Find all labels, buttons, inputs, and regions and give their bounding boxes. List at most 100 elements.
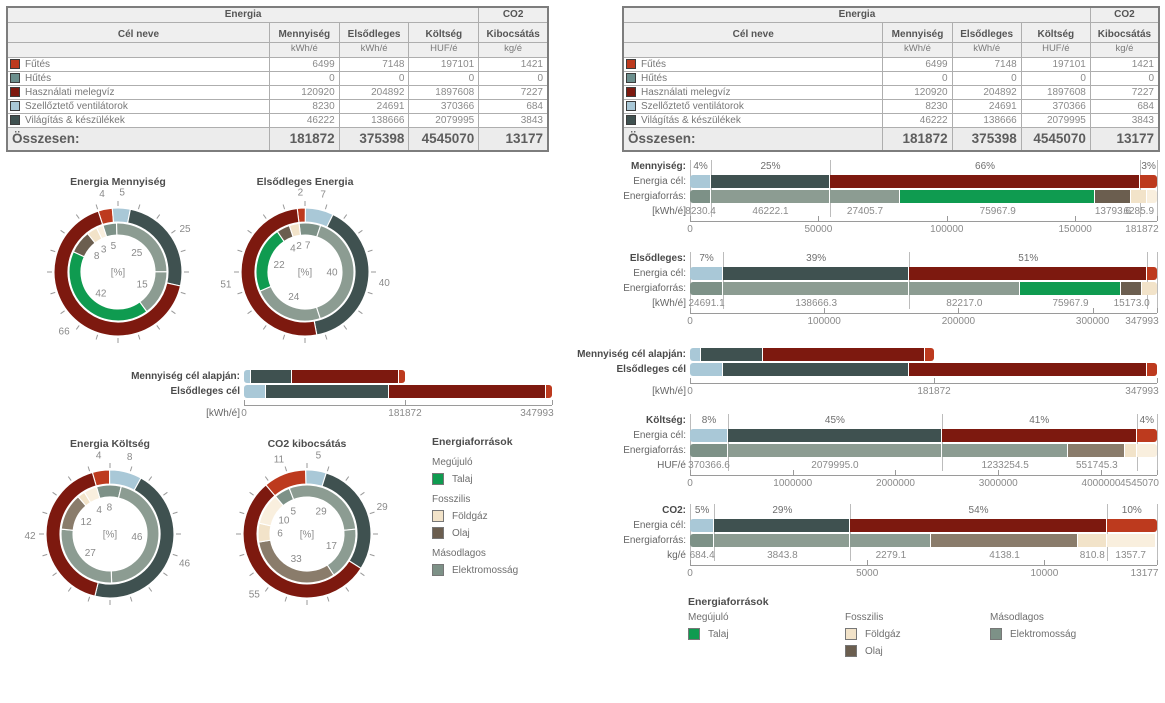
- source-row-label: Energiaforrás:: [623, 283, 686, 294]
- source-ring-segment: [83, 486, 101, 504]
- category-color-swatch: [10, 100, 20, 111]
- stacked-bar: [244, 385, 552, 398]
- value-label: 3843.8: [767, 550, 798, 561]
- gauge-tick: [172, 511, 178, 515]
- segment-divider: [1147, 252, 1149, 309]
- bar-segment: [1136, 444, 1157, 457]
- row-name-cell: Világítás & készülékek: [622, 112, 884, 128]
- gauge-tick: [345, 587, 350, 592]
- axis-tick: [1157, 308, 1158, 313]
- gauge-tick: [326, 466, 330, 472]
- legend-item: Elektromosság: [990, 628, 1076, 640]
- chart-pair-right: Mennyiség cél alapján: Elsődleges cél [kWh…: [576, 346, 1159, 402]
- gauge-tick: [172, 553, 178, 557]
- source-row-label: Energiaforrás:: [623, 445, 686, 456]
- gauge-tick: [284, 596, 288, 602]
- bar-segment: [909, 363, 1148, 376]
- row-value-cell: 197101: [1020, 56, 1091, 72]
- row-value-cell: 0: [1089, 70, 1160, 86]
- axis-tick: [1092, 308, 1094, 313]
- table-row: Fűtés 6499 7148 197101 1421: [622, 56, 1160, 72]
- center-unit-label: [%]: [300, 530, 315, 541]
- gauge-tick: [326, 596, 330, 602]
- axis-line: [690, 221, 1157, 222]
- value-label: 1233254.5: [981, 460, 1029, 471]
- legend-title: Energiaforrások: [432, 436, 513, 448]
- legend-item-label: Elektromosság: [1010, 628, 1077, 640]
- legend-group-label: Másodlagos: [432, 548, 486, 559]
- gauge-tick: [50, 249, 56, 253]
- gauge-tick: [129, 466, 133, 472]
- gauge-tick: [282, 334, 286, 340]
- axis-unit-label: [kWh/é]: [652, 298, 686, 309]
- purpose-ring-label: 4: [99, 189, 105, 200]
- gauge-tick: [171, 310, 176, 315]
- source-ring-label: 33: [291, 554, 303, 565]
- col-header-name: Cél neve: [622, 21, 884, 43]
- source-ring-label: 46: [131, 532, 143, 543]
- axis-tick-label: 13177: [1130, 568, 1159, 579]
- source-ring-label: 29: [316, 507, 328, 518]
- percent-label: 29%: [772, 505, 793, 516]
- axis-tick-label: 0: [687, 224, 693, 235]
- purpose-ring-label: 2: [298, 188, 304, 199]
- source-ring-label: 25: [131, 248, 143, 259]
- table-group-co2: CO2: [478, 6, 549, 23]
- row-name-cell: Hűtés: [622, 70, 884, 86]
- row-value-cell: 197101: [408, 56, 480, 72]
- gauge-tick: [156, 325, 161, 330]
- gauge-tick: [137, 334, 141, 340]
- percent-label: 4%: [1139, 415, 1155, 426]
- gauge-tick: [262, 214, 267, 219]
- chart-primary-stack: 7% 39% 51% Elsődleges: Energia cél: Energiafo…: [576, 252, 1159, 332]
- stacked-bar: [690, 282, 1157, 295]
- total-value-cell: 375398: [951, 126, 1022, 152]
- row-value-cell: 684: [478, 98, 549, 114]
- axis-tick: [1100, 470, 1102, 475]
- source-ring-label: 40: [326, 268, 338, 279]
- bar-segment: [1147, 363, 1157, 376]
- row-value-cell: 7148: [951, 56, 1022, 72]
- gauge-tick: [324, 334, 328, 340]
- stacked-bar: [690, 267, 1157, 280]
- axis-unit-label: kg/é: [667, 550, 686, 561]
- unit-emission: kg/é: [478, 41, 549, 58]
- gauge-tick: [249, 491, 254, 496]
- axis-tick: [404, 400, 406, 405]
- purpose-ring-label: 55: [249, 590, 261, 601]
- row-value-cell: 370366: [1020, 98, 1091, 114]
- source-ring-label: 7: [305, 241, 311, 252]
- table-header-row: Cél neve Mennyiség Elsődleges Költség Ki…: [622, 21, 1160, 43]
- donut-cost-donut: Energia Költség 4 8 46 42 8 46 27 12 4 [%]: [10, 438, 210, 627]
- table-row: Hűtés 0 0 0 0: [6, 70, 549, 86]
- purpose-ring-segment: [240, 207, 318, 337]
- bar-segment: [690, 534, 715, 547]
- legend-group-label: Megújuló: [688, 612, 729, 623]
- row-value-cell: 0: [478, 70, 549, 86]
- gauge-tick: [75, 214, 80, 219]
- stacked-bar: [690, 190, 1157, 203]
- segment-divider: [1136, 414, 1138, 471]
- segment-divider: [850, 504, 852, 561]
- bar-segment: [900, 190, 1096, 203]
- row-value-cell: 1421: [478, 56, 549, 72]
- bar-segment: [723, 282, 910, 295]
- table-group-row: Energia CO2: [622, 6, 1160, 23]
- bar-segment: [728, 429, 942, 442]
- value-label: 24691.1: [688, 298, 725, 309]
- row-value-cell: 0: [882, 70, 953, 86]
- bar-segment: [690, 348, 702, 361]
- bar-segment: [292, 370, 400, 383]
- axis-unit-label: [kWh/é]: [652, 206, 686, 217]
- bar-segment: [728, 444, 942, 457]
- gauge-tick: [75, 325, 80, 330]
- axis-tick-label: 0: [687, 478, 693, 489]
- axis-tick: [690, 378, 691, 383]
- gauge-tick: [264, 476, 269, 481]
- legend-item-label: Talaj: [708, 628, 729, 640]
- axis-tick-label: 1000000: [773, 478, 813, 489]
- legend-item-label: Földgáz: [452, 510, 488, 522]
- chart-row-title: Mennyiség:: [630, 161, 686, 172]
- legend-item: Talaj: [432, 473, 562, 485]
- legend-color-swatch: [845, 628, 857, 640]
